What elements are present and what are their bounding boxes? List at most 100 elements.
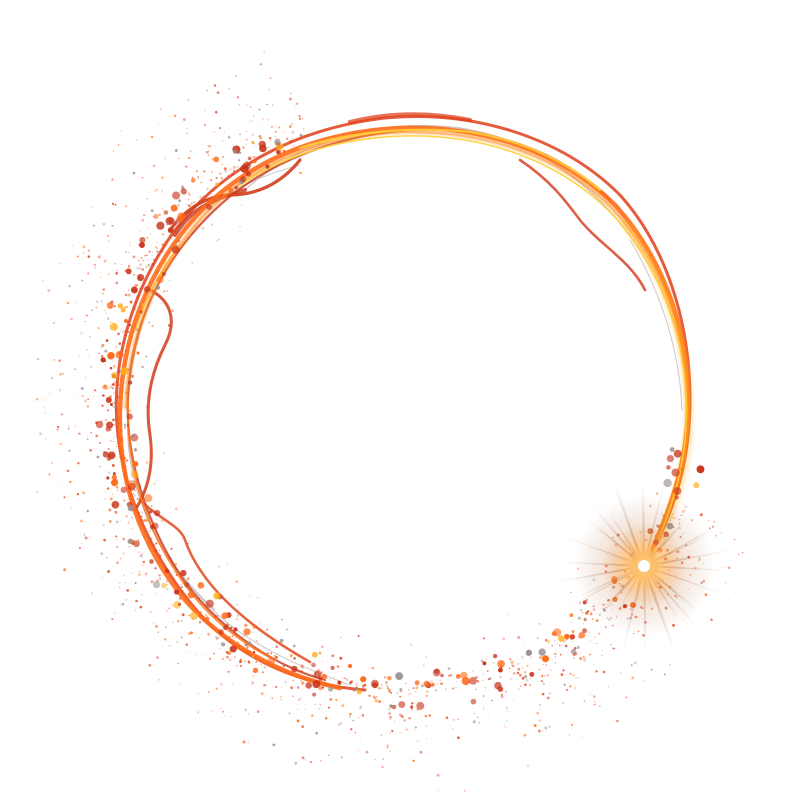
- dust-particle: [367, 667, 369, 669]
- dust-particle: [108, 520, 112, 523]
- dust-particle: [153, 350, 155, 352]
- ember-droplet: [130, 433, 139, 442]
- dust-particle: [100, 276, 102, 278]
- dust-particle: [62, 485, 63, 487]
- dust-particle: [290, 686, 294, 690]
- dust-particle: [174, 507, 178, 511]
- dust-particle: [101, 394, 105, 397]
- ember-droplet: [128, 380, 133, 385]
- dust-particle: [284, 680, 287, 684]
- dust-particle: [150, 209, 154, 213]
- dust-particle: [209, 178, 213, 182]
- dust-particle: [116, 445, 118, 448]
- dust-particle: [51, 462, 54, 464]
- dust-particle: [361, 714, 365, 717]
- dust-particle: [257, 124, 259, 126]
- dust-particle: [45, 438, 47, 440]
- dust-particle: [405, 728, 408, 731]
- dust-particle: [484, 687, 486, 689]
- dust-particle: [456, 681, 458, 683]
- dust-particle: [590, 639, 592, 641]
- dust-particle: [544, 726, 548, 730]
- dust-particle: [582, 623, 585, 625]
- dust-particle: [108, 508, 112, 512]
- ember-droplet: [305, 682, 313, 689]
- dust-particle: [80, 387, 84, 390]
- dust-particle: [538, 623, 541, 625]
- dust-particle: [114, 510, 118, 514]
- dust-particle: [109, 387, 111, 389]
- dust-particle: [243, 660, 247, 663]
- dust-particle: [133, 493, 135, 495]
- dust-particle: [539, 656, 542, 659]
- dust-particle: [86, 438, 89, 441]
- dust-particle: [524, 671, 527, 674]
- dust-particle: [631, 676, 635, 680]
- dust-particle: [120, 329, 122, 331]
- dust-particle: [112, 405, 115, 408]
- dust-particle: [319, 704, 321, 706]
- ember-droplet: [245, 171, 252, 177]
- dust-particle: [68, 425, 70, 427]
- dust-particle: [219, 647, 222, 650]
- dust-particle: [423, 664, 425, 666]
- dust-particle: [104, 490, 107, 493]
- ember-droplet: [348, 664, 352, 668]
- dust-particle: [500, 695, 504, 699]
- dust-particle: [198, 693, 200, 695]
- dust-particle: [315, 731, 319, 735]
- dust-particle: [416, 685, 419, 688]
- dust-particle: [533, 724, 537, 727]
- dust-particle: [48, 392, 51, 395]
- dust-particle: [141, 365, 144, 369]
- ember-droplet: [149, 559, 154, 564]
- dust-particle: [251, 120, 253, 122]
- dust-particle: [250, 156, 252, 158]
- ember-droplet: [107, 451, 116, 460]
- ember-droplet: [110, 479, 119, 487]
- dust-particle: [81, 279, 84, 282]
- dust-particle: [266, 651, 268, 653]
- dust-particle: [223, 167, 227, 171]
- dust-particle: [154, 567, 157, 570]
- ember-droplet: [541, 674, 544, 678]
- dust-particle: [216, 637, 219, 640]
- dust-particle: [112, 440, 115, 443]
- dust-particle: [93, 263, 97, 267]
- dust-particle: [408, 689, 410, 691]
- dust-particle: [643, 680, 645, 682]
- dust-particle: [683, 503, 685, 505]
- dust-particle: [208, 150, 210, 152]
- ember-droplet: [663, 478, 672, 488]
- ember-droplet: [164, 568, 170, 573]
- dust-particle: [126, 589, 130, 592]
- ember-droplet: [414, 680, 420, 686]
- dust-particle: [205, 614, 207, 616]
- dust-particle: [81, 542, 83, 544]
- dust-particle: [105, 312, 107, 315]
- dust-particle: [91, 206, 93, 208]
- dust-particle: [111, 178, 114, 181]
- dust-particle: [187, 156, 191, 160]
- dust-particle: [113, 392, 115, 394]
- dust-particle: [115, 345, 118, 348]
- dust-particle: [412, 687, 415, 690]
- dust-particle: [107, 570, 111, 573]
- dust-particle: [207, 632, 211, 636]
- dust-particle: [45, 399, 47, 401]
- ember-droplet: [106, 487, 110, 490]
- ember-droplet: [156, 276, 164, 284]
- dust-particle: [235, 617, 239, 621]
- dust-particle: [267, 679, 269, 682]
- dust-particle: [388, 732, 391, 735]
- dust-particle: [526, 664, 529, 668]
- dust-particle: [138, 539, 140, 541]
- dust-particle: [516, 671, 520, 675]
- dust-particle: [135, 599, 138, 603]
- dust-particle: [588, 631, 590, 633]
- dust-particle: [488, 716, 490, 718]
- dust-particle: [235, 580, 238, 583]
- dust-particle: [103, 538, 106, 542]
- dust-particle: [476, 716, 479, 719]
- ember-droplet: [180, 569, 187, 577]
